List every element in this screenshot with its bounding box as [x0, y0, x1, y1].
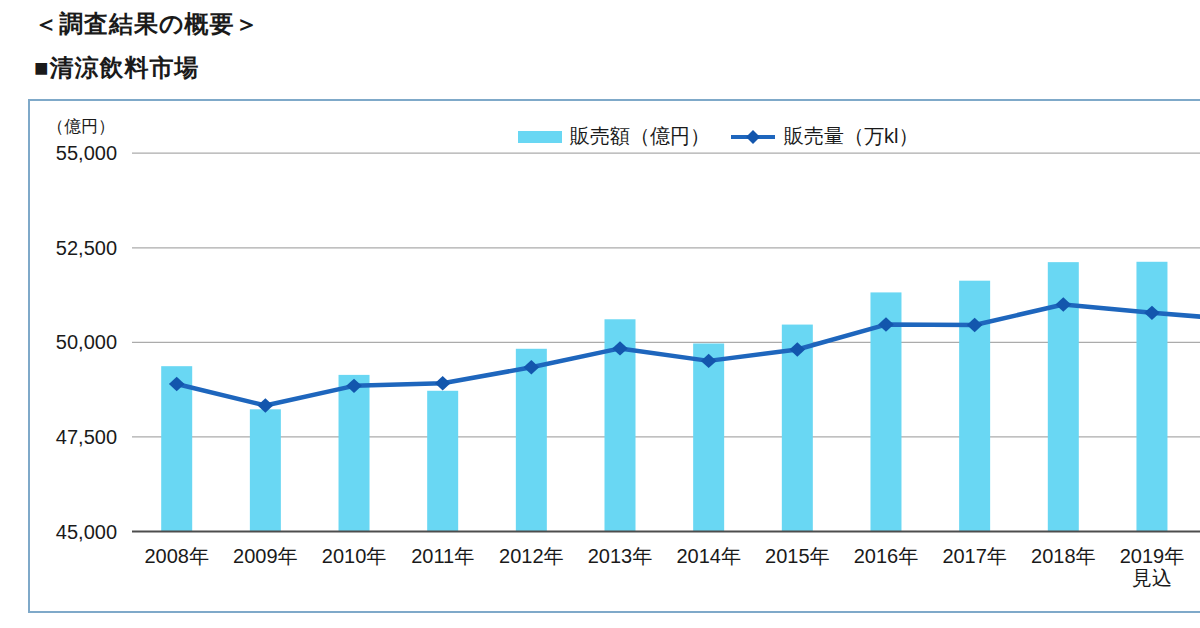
page-title: ＜調査結果の概要＞ — [34, 8, 260, 40]
y-tick-label: 45,000 — [30, 520, 117, 544]
x-tick-label: 2010年 — [309, 545, 399, 567]
legend-item-sales-volume: 販売量（万kl） — [730, 123, 918, 150]
bar-2010年 — [339, 375, 370, 532]
line-marker-icon — [730, 129, 776, 145]
bar-swatch-icon — [518, 131, 562, 143]
plot-area — [30, 101, 1200, 611]
bar-2009年 — [250, 409, 281, 531]
y-tick-label: 50,000 — [30, 330, 117, 354]
bar-2014年 — [693, 343, 724, 531]
x-tick-label: 2019年見込 — [1107, 545, 1197, 589]
y-axis-unit-label: （億円） — [47, 115, 115, 138]
x-tick-label: 2013年 — [575, 545, 665, 567]
legend-label-sales-amount: 販売額（億円） — [570, 123, 710, 150]
x-tick-label: 2009年 — [220, 545, 310, 567]
bar-2012年 — [516, 349, 547, 532]
legend-label-sales-volume: 販売量（万kl） — [784, 123, 918, 150]
x-tick-label: 2008年 — [132, 545, 222, 567]
legend-item-sales-amount: 販売額（億円） — [518, 123, 710, 150]
y-tick-label: 52,500 — [30, 236, 117, 260]
x-tick-label: 2016年 — [841, 545, 931, 567]
sales-volume-line — [177, 305, 1200, 406]
section-title: ■清涼飲料市場 — [34, 52, 200, 84]
bar-2011年 — [427, 391, 458, 532]
x-tick-label: 2014年 — [664, 545, 754, 567]
x-tick-label: 2012年 — [486, 545, 576, 567]
chart-frame: （億円） 販売額（億円） 販売量（万kl） 55,000 52,500 50,000… — [28, 99, 1200, 613]
x-tick-label: 2015年 — [752, 545, 842, 567]
legend: 販売額（億円） 販売量（万kl） — [518, 123, 918, 150]
bar-2019年 — [1136, 262, 1167, 532]
x-tick-label: 2011年 — [398, 545, 488, 567]
forecast-note: 見込 — [1107, 567, 1197, 589]
y-tick-label: 55,000 — [30, 141, 117, 165]
y-tick-label: 47,500 — [30, 425, 117, 449]
diamond-marker-2011年 — [435, 376, 451, 390]
x-tick-label: 2017年 — [930, 545, 1020, 567]
x-tick-label: 2018年 — [1018, 545, 1108, 567]
